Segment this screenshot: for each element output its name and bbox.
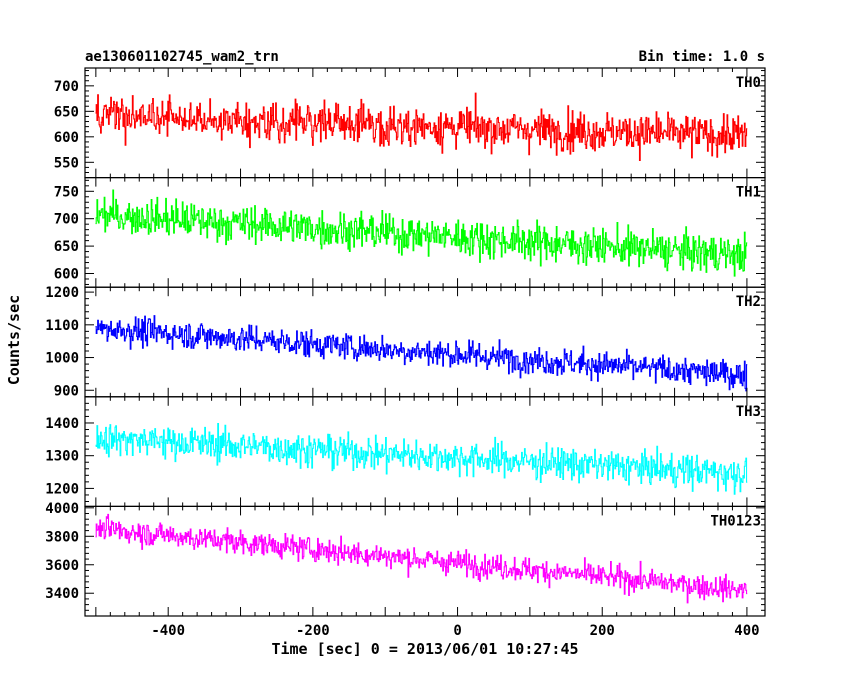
y-tick-label: 4000 [45,501,79,517]
panel-th3: 1200 1300 1400 TH3 [45,396,766,507]
panel-label-th1: TH1 [736,185,761,201]
bin-time-label: Bin time: 1.0 s [639,49,765,65]
panel-label-th0123: TH0123 [710,513,761,529]
series-line-th1 [95,189,748,277]
y-tick-label: 3800 [45,529,79,545]
x-tick-label: -200 [296,623,330,639]
y-tick-label: 700 [54,212,79,228]
x-axis-title: Time [sec] 0 = 2013/06/01 10:27:45 [271,640,578,658]
y-tick-label: 1200 [45,481,79,497]
figure-title: ae130601102745_wam2_trn [85,49,279,65]
y-tick-label: 3600 [45,558,79,574]
y-tick-label: 550 [54,155,79,171]
series-line-th2 [95,315,748,392]
panel-th1: 600 650 700 750 TH1 [54,177,766,288]
x-tick-label: 400 [734,623,759,639]
x-tick-label: 200 [590,623,615,639]
panel-label-th0: TH0 [736,75,761,91]
y-tick-label: 600 [54,267,79,283]
panels-group: 550 600 650 700 TH0 600 650 700 750 TH1 900 1000 110… [45,67,766,639]
series-line-th0 [95,92,748,161]
panel-th0123: 3400 3600 3800 4000 -400 -200 0 200 400 TH0123 [45,501,766,639]
y-tick-label: 1400 [45,416,79,432]
panel-th2: 900 1000 1100 1200 TH2 [45,285,766,399]
panel-th0: 550 600 650 700 TH0 [54,67,766,179]
y-tick-label: 700 [54,79,79,95]
y-tick-label: 1100 [45,318,79,334]
panel-label-th3: TH3 [736,404,761,420]
panel-frame [84,505,766,617]
y-tick-label: 650 [54,239,79,255]
y-tick-label: 1300 [45,449,79,465]
panel-label-th2: TH2 [736,294,761,310]
series-line-th3 [95,423,748,495]
series-line-th0123 [95,513,748,604]
y-tick-label: 600 [54,130,79,146]
y-tick-label: 1200 [45,285,79,301]
y-tick-label: 750 [54,184,79,200]
y-tick-label: 1000 [45,351,79,367]
y-tick-label: 650 [54,104,79,120]
y-axis-title: Counts/sec [5,295,23,385]
x-tick-label: -400 [151,623,185,639]
y-tick-label: 3400 [45,586,79,602]
x-tick-label: 0 [453,623,461,639]
y-tick-label: 900 [54,383,79,399]
panel-frame [84,67,766,179]
